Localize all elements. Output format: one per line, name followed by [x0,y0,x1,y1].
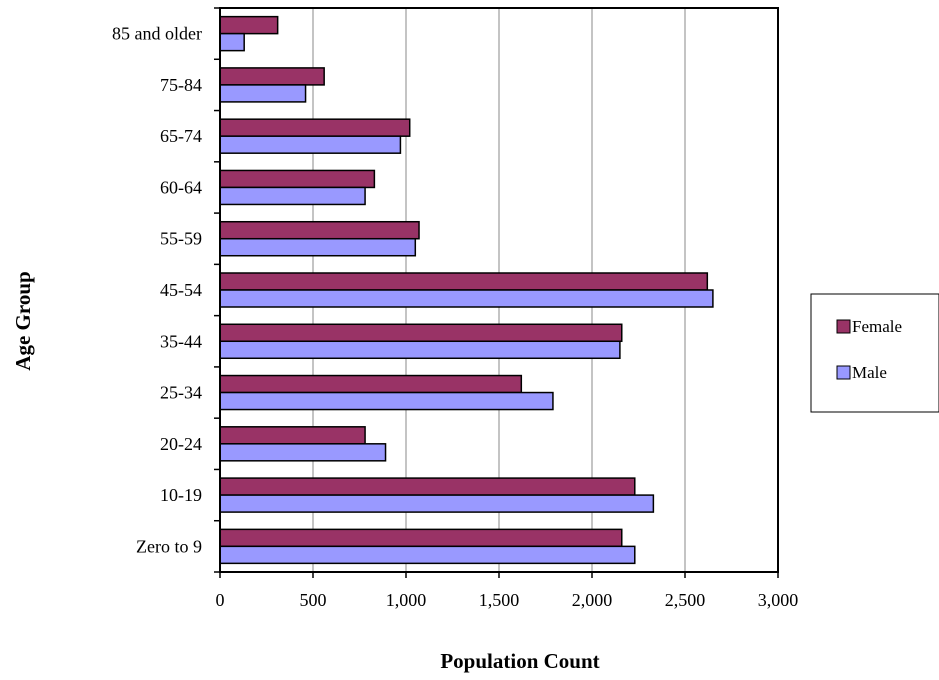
category-label: 55-59 [160,229,202,249]
category-label: 25-34 [160,383,202,403]
category-label: 65-74 [160,126,202,146]
legend-label-female: Female [852,317,902,336]
label-layer: 0 500 1,000 1,500 2,000 2,500 3,000 85 and olde… [112,24,798,610]
legend: Female Male [810,293,939,413]
bar-female [219,477,636,496]
bar-layer [219,15,714,565]
bar-male [219,84,307,103]
bar-female [219,426,366,445]
bar-male [219,391,554,411]
bar-female [219,15,279,35]
legend-frame [810,293,939,413]
bar-female [219,220,420,240]
bar-female [219,528,623,548]
category-label: 10-19 [160,485,202,505]
bar-female [219,374,523,394]
category-label: 85 and older [112,24,202,44]
category-label: 20-24 [160,434,202,454]
x-tick-label: 1,500 [479,590,520,610]
bar-female [219,323,623,343]
x-tick-label: 3,000 [758,590,799,610]
bar-male [219,186,366,206]
x-tick-label: 0 [216,590,225,610]
bar-male [219,340,621,360]
bar-female [219,272,709,291]
x-tick-label: 2,000 [572,590,613,610]
category-label: Zero to 9 [136,536,202,556]
bar-female [219,118,411,137]
bar-male [219,494,655,513]
tick-layer [214,7,779,578]
bar-male [219,289,714,308]
y-axis-title: Age Group [11,271,35,370]
legend-swatch-male [836,365,851,380]
x-tick-label: 2,500 [665,590,706,610]
x-tick-label: 1,000 [386,590,427,610]
bar-female [219,169,376,189]
x-axis-title: Population Count [440,649,599,673]
x-tick-label: 500 [300,590,327,610]
bar-male [219,237,417,257]
bar-male [219,32,245,52]
category-label: 45-54 [160,280,202,300]
bar-male [219,545,636,565]
category-label: 35-44 [160,331,202,351]
category-label: 60-64 [160,177,202,197]
category-label: 75-84 [160,75,202,95]
bar-male [219,135,402,154]
bar-female [219,67,325,86]
legend-label-male: Male [852,363,887,382]
bar-male [219,443,387,462]
legend-swatch-female [836,319,851,334]
